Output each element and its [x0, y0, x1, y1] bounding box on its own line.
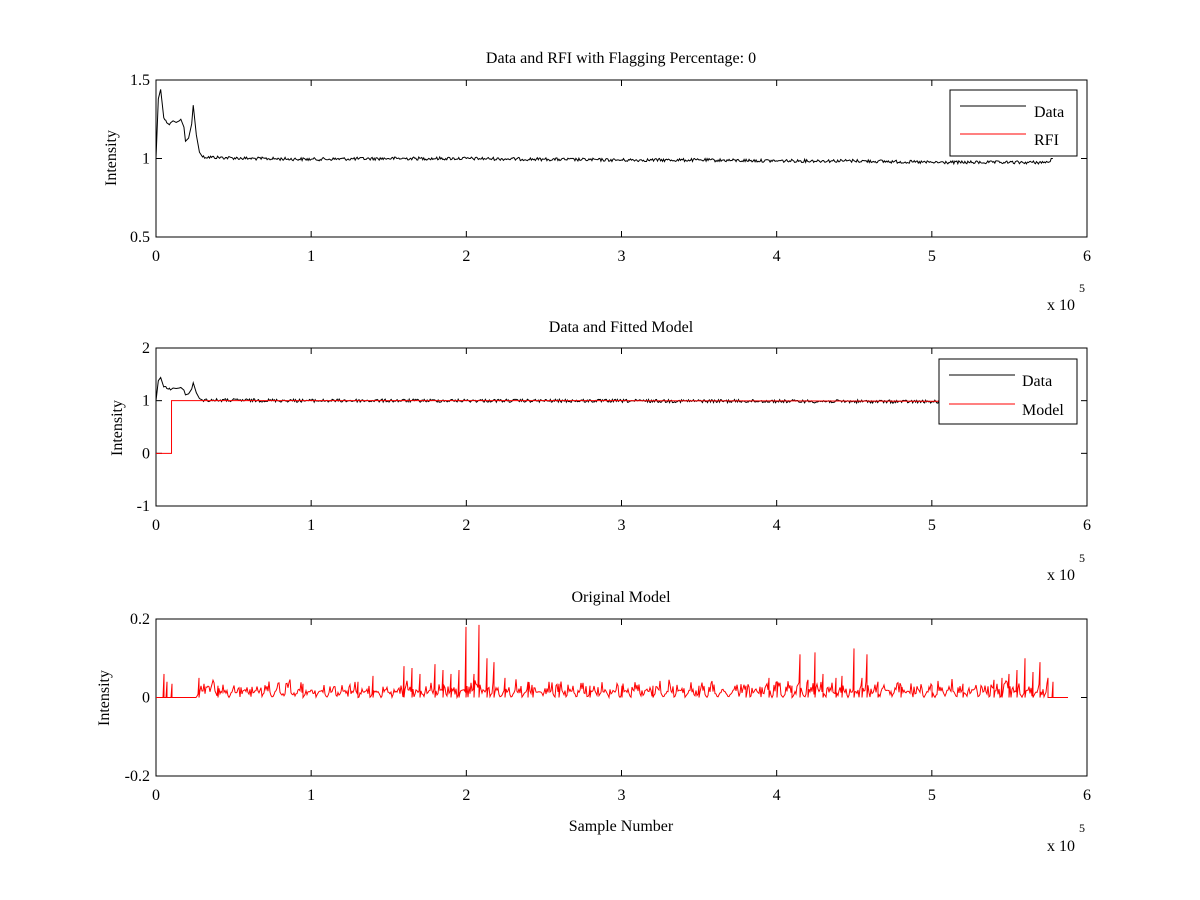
- series-line-0: [155, 89, 1053, 166]
- x-multiplier-label: x 10: [1047, 297, 1075, 314]
- x-tick-label: 5: [928, 517, 936, 534]
- series-layer: [155, 89, 1053, 166]
- y-tick-label: 1.5: [130, 72, 150, 89]
- y-axis-label: Intensity: [96, 670, 113, 726]
- y-tick-label: -1: [137, 498, 150, 515]
- chart-title: Data and RFI with Flagging Percentage: 0: [486, 50, 756, 67]
- y-tick-label: 2: [142, 340, 150, 357]
- y-tick-label: 1: [142, 393, 150, 410]
- axis-ticks: 0 1 2 3 4 5 6-0.200.2: [125, 611, 1091, 804]
- legend-box: [938, 358, 1078, 425]
- legend: Data RFI: [949, 89, 1078, 157]
- x-multiplier-label: x 10: [1047, 567, 1075, 584]
- x-tick-label: 2: [462, 787, 470, 804]
- series-layer: [155, 376, 1054, 454]
- x-tick-label: 0: [152, 248, 160, 265]
- panel-original-model: Original Model Intensity 0 1 2 3 4 5 6-0.200.2…: [96, 589, 1091, 855]
- x-tick-label: 1: [307, 517, 315, 534]
- x-tick-label: 5: [928, 787, 936, 804]
- x-tick-label: 0: [152, 787, 160, 804]
- x-tick-label: 2: [462, 248, 470, 265]
- x-tick-label: 5: [928, 248, 936, 265]
- chart-title: Data and Fitted Model: [549, 319, 694, 336]
- x-tick-label: 1: [307, 248, 315, 265]
- x-tick-label: 0: [152, 517, 160, 534]
- y-tick-label: 1: [142, 151, 150, 168]
- x-tick-label: 4: [773, 787, 781, 804]
- y-tick-label: 0: [142, 690, 150, 707]
- y-axis-label: Intensity: [109, 400, 126, 456]
- y-tick-label: 0.2: [130, 611, 150, 628]
- legend-label-model: Model: [1022, 402, 1064, 419]
- x-tick-label: 4: [773, 517, 781, 534]
- y-axis-label: Intensity: [103, 130, 120, 186]
- series-line-1: [156, 400, 1053, 454]
- x-tick-label: 4: [773, 248, 781, 265]
- x-multiplier-label: x 10: [1047, 838, 1075, 855]
- x-exponent-label: 5: [1079, 821, 1085, 835]
- axis-ticks: 0 1 2 3 4 5 6 0.5 1 1.5: [130, 72, 1091, 265]
- x-tick-label: 6: [1083, 787, 1091, 804]
- y-tick-label: 0: [142, 445, 150, 462]
- series-line-0: [156, 624, 1068, 700]
- x-tick-label: 3: [618, 248, 626, 265]
- legend-label-data: Data: [1034, 104, 1064, 121]
- x-tick-label: 3: [618, 787, 626, 804]
- x-axis-label: Sample Number: [569, 818, 674, 835]
- x-tick-label: 2: [462, 517, 470, 534]
- x-tick-label: 6: [1083, 517, 1091, 534]
- legend-label-data: Data: [1022, 373, 1052, 390]
- chart-title: Original Model: [571, 589, 671, 606]
- x-tick-label: 3: [618, 517, 626, 534]
- x-exponent-label: 5: [1079, 551, 1085, 565]
- x-tick-label: 6: [1083, 248, 1091, 265]
- series-layer: [156, 624, 1068, 700]
- x-tick-label: 1: [307, 787, 315, 804]
- x-exponent-label: 5: [1079, 281, 1085, 295]
- y-tick-label: 0.5: [130, 229, 150, 246]
- panel-data-and-rfi: Data and RFI with Flagging Percentage: 0…: [103, 50, 1091, 314]
- legend: Data Model: [938, 358, 1078, 425]
- y-tick-label: -0.2: [125, 768, 150, 785]
- legend-box: [949, 89, 1078, 157]
- legend-label-rfi: RFI: [1034, 132, 1059, 149]
- panel-data-and-fitted-model: Data and Fitted Model Intensity 0 1 2 3 4 5 6 -…: [109, 319, 1091, 584]
